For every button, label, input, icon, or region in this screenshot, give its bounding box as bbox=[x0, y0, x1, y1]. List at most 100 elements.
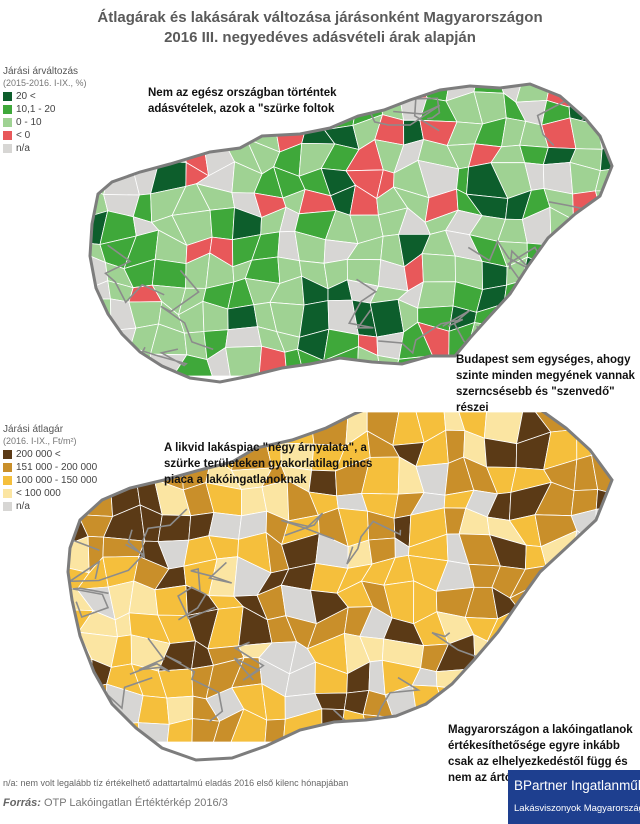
district-region bbox=[421, 355, 457, 377]
district-region bbox=[592, 587, 612, 620]
district-region bbox=[133, 463, 164, 481]
district-region bbox=[237, 412, 264, 436]
legend-label: 10,1 - 20 bbox=[16, 103, 56, 115]
average-price-map bbox=[66, 412, 614, 762]
county-border bbox=[68, 543, 145, 583]
district-region bbox=[102, 536, 146, 558]
county-border bbox=[72, 587, 110, 619]
district-region bbox=[90, 330, 113, 361]
legend-subtitle: (2015-2016. I-IX., %) bbox=[3, 78, 87, 88]
district-region bbox=[534, 580, 576, 616]
brand-logo: BPartner Ingatlanműhely Lakásviszonyok M… bbox=[508, 770, 640, 824]
district-region bbox=[417, 281, 456, 309]
district-region bbox=[77, 483, 114, 517]
legend-swatch bbox=[3, 475, 12, 485]
legend-label: 20 < bbox=[16, 90, 36, 102]
annotation-budapest: Budapest sem egységes, ahogy szinte minde… bbox=[456, 354, 635, 414]
district-region bbox=[68, 683, 93, 723]
district-region bbox=[543, 565, 576, 595]
district-region bbox=[591, 210, 612, 242]
district-region bbox=[588, 278, 612, 304]
district-region bbox=[544, 664, 571, 699]
legend-average-price: Járási átlagár (2016. I-IX., Ft/m²) 200 … bbox=[3, 424, 97, 512]
legend-label: < 100 000 bbox=[16, 487, 61, 499]
county-border bbox=[233, 641, 265, 681]
legend-label: n/a bbox=[16, 142, 30, 154]
legend-label: 100 000 - 150 000 bbox=[16, 474, 98, 486]
district-region bbox=[68, 433, 93, 463]
district-region bbox=[221, 113, 264, 140]
district-region bbox=[82, 461, 115, 493]
district-region bbox=[590, 91, 612, 126]
legend-item: < 100 000 bbox=[3, 487, 97, 499]
district-region bbox=[560, 656, 598, 699]
district-region bbox=[157, 514, 192, 542]
district-region bbox=[102, 118, 136, 148]
legend-price-change: Járási árváltozás (2015-2016. I-IX., %) … bbox=[3, 66, 87, 154]
legend-label: 151 000 - 200 000 bbox=[16, 461, 98, 473]
county-border bbox=[90, 131, 138, 165]
district-region bbox=[516, 641, 546, 676]
legend-swatch bbox=[3, 117, 12, 127]
district-region bbox=[82, 429, 115, 465]
county-border bbox=[281, 512, 335, 541]
district-region bbox=[90, 84, 112, 104]
district-region bbox=[473, 84, 505, 94]
district-region bbox=[497, 301, 533, 328]
district-region bbox=[568, 278, 605, 314]
annotation-location: Magyarországon a lakóingatlanok értékesít… bbox=[448, 724, 633, 784]
district-region bbox=[392, 717, 418, 743]
district-region bbox=[568, 631, 598, 667]
legend-item: 20 < bbox=[3, 90, 87, 102]
district-region bbox=[208, 512, 242, 540]
legend-label: 0 - 10 bbox=[16, 116, 42, 128]
district-region bbox=[486, 660, 518, 685]
district-region bbox=[560, 695, 597, 718]
district-region bbox=[202, 115, 223, 144]
district-region bbox=[552, 261, 572, 285]
legend-swatch bbox=[3, 488, 12, 498]
district-region bbox=[68, 658, 93, 688]
district-region bbox=[564, 260, 604, 285]
district-region bbox=[68, 412, 93, 445]
district-region bbox=[586, 608, 612, 643]
district-region bbox=[588, 260, 612, 282]
district-region bbox=[548, 309, 570, 339]
district-region bbox=[68, 718, 86, 743]
district-region bbox=[225, 326, 263, 348]
district-region bbox=[486, 640, 527, 662]
legend-item: 0 - 10 bbox=[3, 116, 87, 128]
district-region bbox=[545, 695, 562, 715]
county-border bbox=[190, 561, 232, 592]
annotation-four-shades: A likvid lakáspiac "négy árnyalata", a sz… bbox=[164, 442, 373, 486]
county-border bbox=[346, 520, 402, 565]
legend-item: n/a bbox=[3, 142, 87, 154]
district-region bbox=[509, 683, 550, 710]
district-region bbox=[131, 138, 161, 166]
legend-swatch bbox=[3, 449, 12, 459]
legend-label: < 0 bbox=[16, 129, 31, 141]
annotation-gray-areas: Nem az egész országban történtek adásvéte… bbox=[148, 87, 337, 115]
district-region bbox=[587, 561, 612, 591]
district-region bbox=[518, 607, 546, 648]
district-region bbox=[151, 258, 187, 289]
county-border bbox=[165, 654, 224, 723]
district-region bbox=[90, 146, 114, 171]
legend-label: 200 000 < bbox=[16, 448, 61, 460]
county-border bbox=[413, 97, 441, 132]
source-line: Forrás: OTP Lakóingatlan Értéktérkép 201… bbox=[3, 797, 228, 809]
county-border bbox=[129, 637, 171, 675]
district-region bbox=[90, 298, 112, 333]
legend-title: Járási árváltozás bbox=[3, 66, 79, 77]
district-region bbox=[108, 412, 140, 445]
district-region bbox=[98, 345, 140, 377]
district-region bbox=[408, 718, 449, 743]
district-region bbox=[564, 233, 604, 263]
district-region bbox=[534, 607, 570, 648]
district-region bbox=[567, 589, 596, 616]
district-region bbox=[568, 84, 592, 108]
district-region bbox=[90, 90, 112, 123]
district-region bbox=[603, 301, 612, 339]
legend-label: n/a bbox=[16, 500, 30, 512]
county-border bbox=[365, 103, 441, 126]
